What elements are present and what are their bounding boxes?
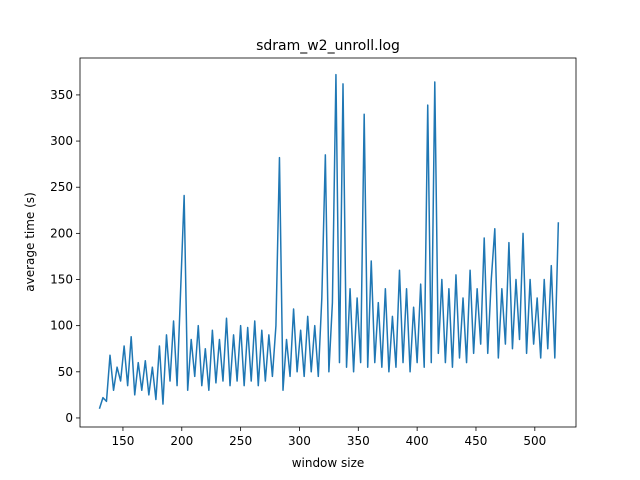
x-tick-label: 200 — [170, 434, 193, 448]
x-tick-label: 350 — [347, 434, 370, 448]
y-tick-label: 50 — [58, 365, 73, 379]
y-tick-label: 250 — [50, 180, 73, 194]
y-tick-label: 350 — [50, 88, 73, 102]
x-tick-label: 500 — [523, 434, 546, 448]
y-tick-label: 100 — [50, 319, 73, 333]
y-axis-label: average time (s) — [23, 192, 37, 291]
chart-title: sdram_w2_unroll.log — [256, 38, 400, 54]
plot-frame — [79, 57, 577, 428]
data-line — [98, 73, 560, 409]
x-tick-label: 250 — [229, 434, 252, 448]
x-tick-label: 400 — [406, 434, 429, 448]
x-axis-label: window size — [292, 456, 365, 470]
y-tick-label: 0 — [65, 411, 73, 425]
x-tick-label: 150 — [111, 434, 134, 448]
x-tick-label: 450 — [465, 434, 488, 448]
y-tick-label: 300 — [50, 134, 73, 148]
y-tick-label: 150 — [50, 273, 73, 287]
x-tick-label: 300 — [288, 434, 311, 448]
y-tick-label: 200 — [50, 226, 73, 240]
